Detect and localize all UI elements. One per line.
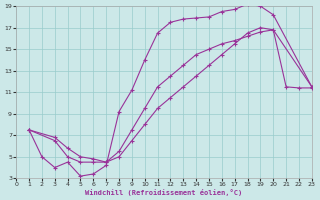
X-axis label: Windchill (Refroidissement éolien,°C): Windchill (Refroidissement éolien,°C): [85, 189, 243, 196]
